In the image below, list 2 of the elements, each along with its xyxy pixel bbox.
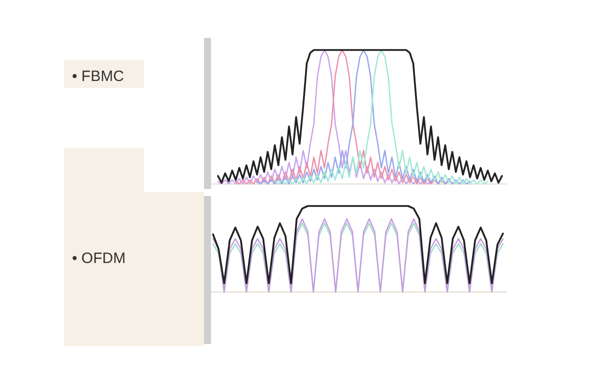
y-axis-title: • FBMC <box>72 68 124 85</box>
y-axis-title: • OFDM <box>72 250 126 267</box>
